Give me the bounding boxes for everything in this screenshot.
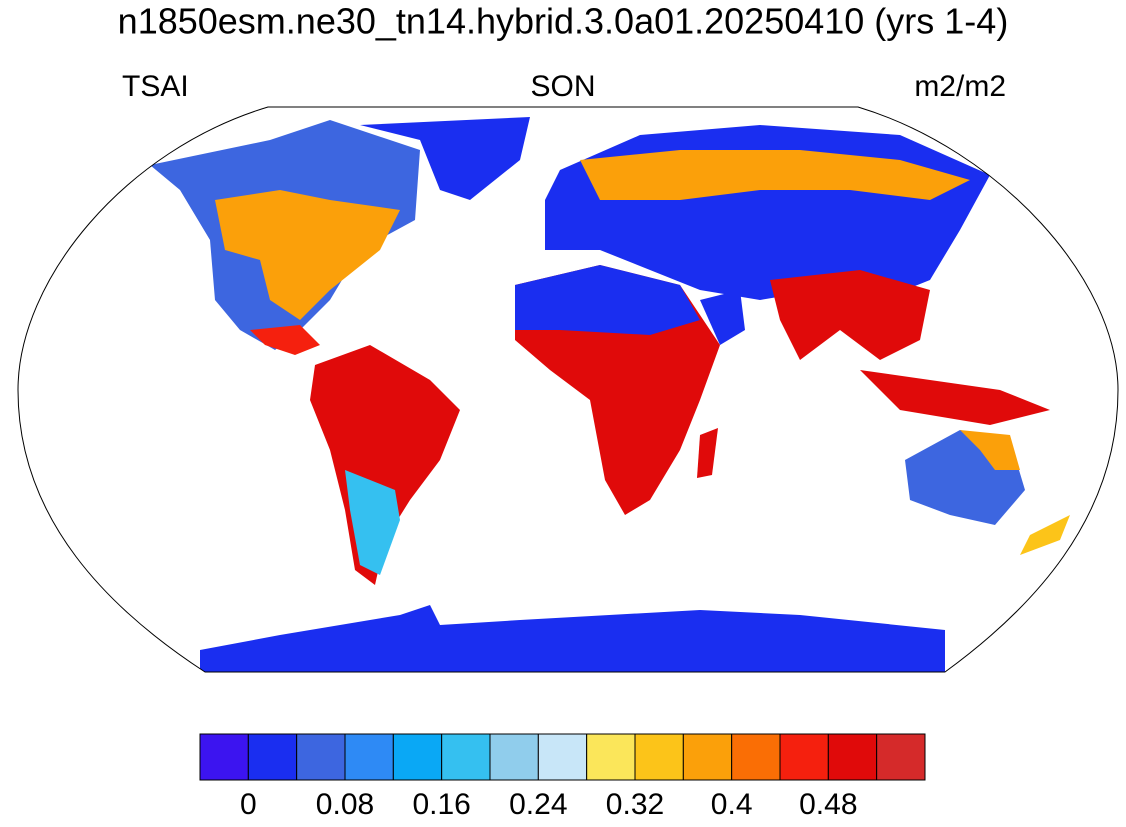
antarctica [200,605,945,672]
colorbar-box [199,733,249,781]
colorbar-box [827,733,878,781]
colorbar: 0 0.08 0.16 0.24 0.32 0.4 0.48 [199,733,926,821]
colorbar-box [682,733,733,781]
colorbar-label: 0.32 [606,788,664,821]
colorbar-box [392,733,443,781]
australia-north [960,430,1020,470]
colorbar-box [876,733,926,781]
colorbar-box [489,733,539,781]
greenland [360,117,530,200]
colorbar-label: 0.4 [711,788,753,821]
colorbar-box [537,733,588,781]
title: n1850esm.ne30_tn14.hybrid.3.0a01.2025041… [118,1,1009,42]
colorbar-box [779,733,829,781]
south-america [310,345,460,585]
colorbar-box [586,733,636,781]
season-label: SON [530,70,595,103]
colorbar-box [296,733,346,781]
south-america-south [345,470,400,575]
colorbar-box [344,733,394,781]
madagascar [697,428,718,478]
map-outline [17,106,1119,673]
colorbar-box [441,733,491,781]
variable-label: TSAI [122,70,189,103]
colorbar-label: 0 [240,788,257,821]
colorbar-box [247,733,298,781]
maritime-asia [860,370,1050,425]
new-zealand [1020,515,1070,555]
boreal-band [580,150,970,200]
arabia [700,290,745,345]
north-america-band [215,190,400,320]
colorbar-label: 0.08 [316,788,374,821]
colorbar-label: 0.16 [412,788,470,821]
sahara [515,265,700,335]
colorbar-box [634,733,684,781]
units-label: m2/m2 [914,70,1006,103]
map [150,117,1070,672]
south-asia [770,270,930,360]
colorbar-label: 0.24 [509,788,567,821]
colorbar-box [731,733,781,781]
central-america [250,325,320,355]
colorbar-label: 0.48 [799,788,857,821]
